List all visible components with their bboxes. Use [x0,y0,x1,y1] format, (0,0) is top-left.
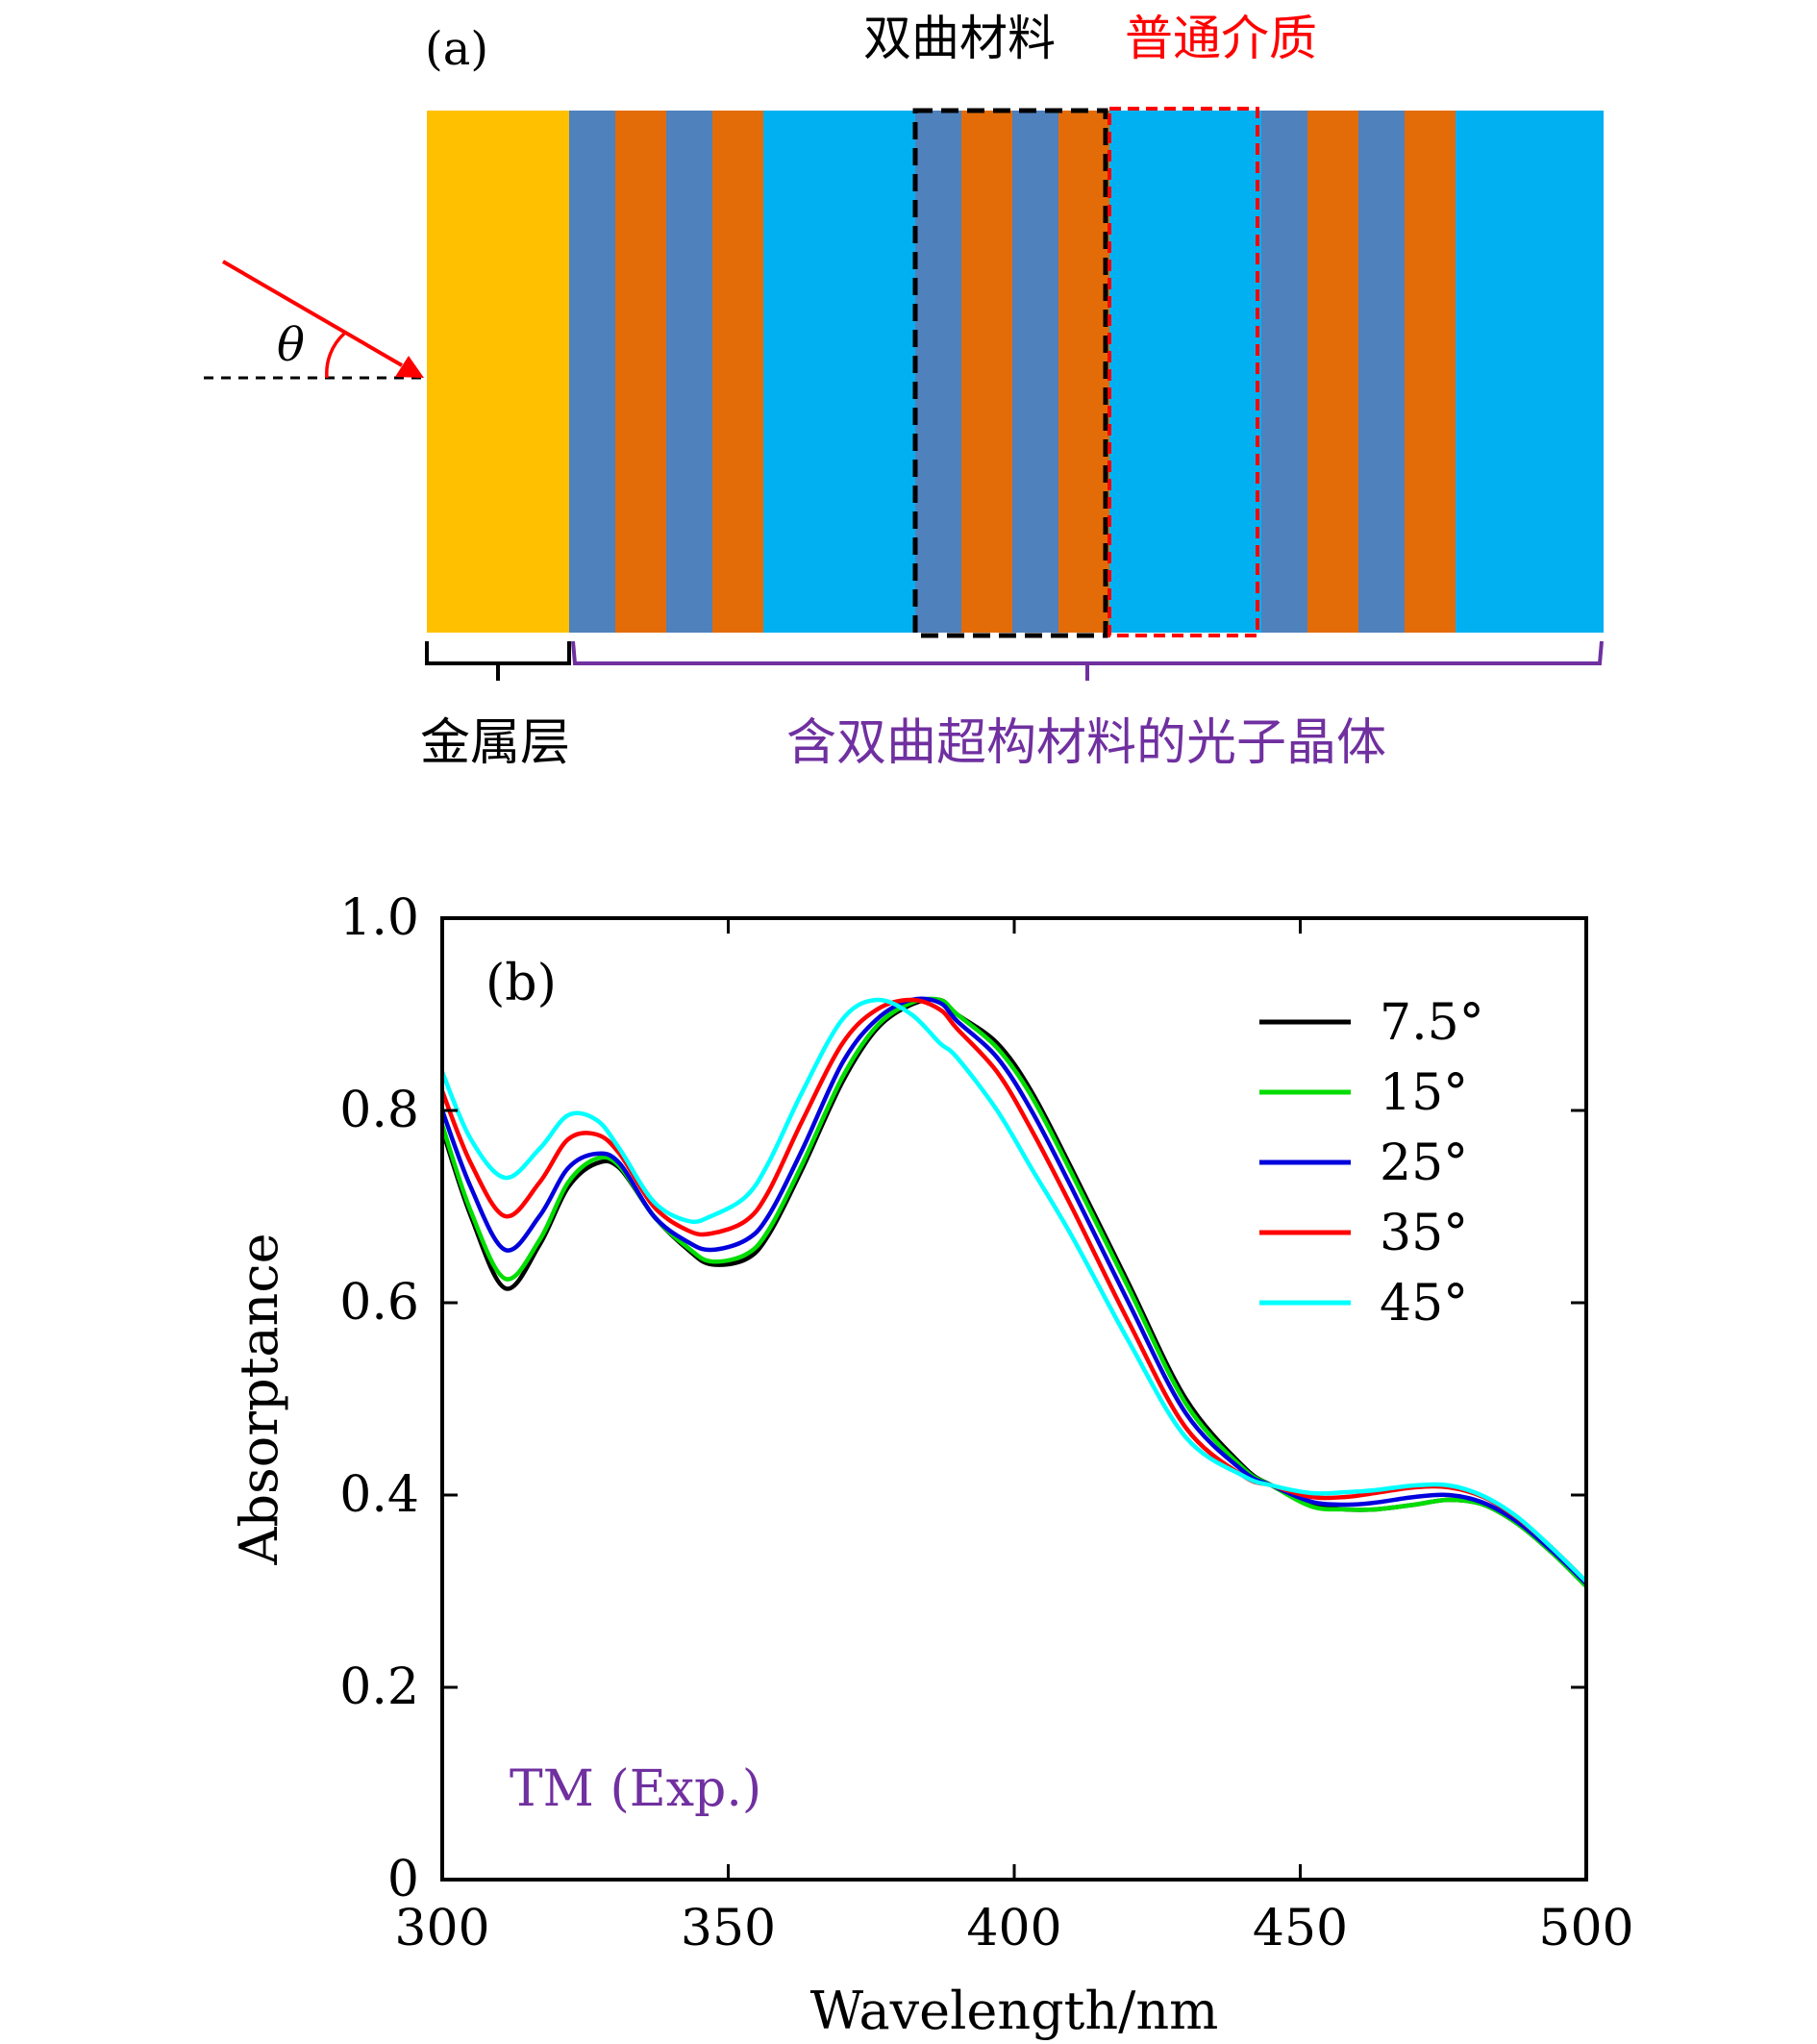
layer-stack [427,111,1604,633]
panel-a: (a) 双曲材料 普通介质 θ [204,11,1604,772]
angle-theta-label: θ [277,318,305,372]
series-line [439,997,1588,1583]
legend-entry: 35° [1380,1205,1468,1262]
hmm-sublayer [1261,111,1307,633]
hmm-sublayer [915,111,961,633]
metal-layer [427,111,569,633]
incident-ray [221,260,404,367]
photonic-crystal-label: 含双曲超构材料的光子晶体 [786,714,1386,772]
x-axis-label: Wavelength/nm [810,1981,1219,2041]
y-tick-label: 0.4 [339,1466,419,1524]
hmm-sublayer [1058,111,1109,633]
legend: 7.5° 15° 25° 35° 45° [1259,994,1484,1333]
ordinary-dashed-box [1108,107,1259,637]
metal-layer-label: 金属层 [420,714,570,772]
photonic-crystal-brace [571,640,1604,681]
series-line [439,996,1588,1585]
panel-a-label: (a) [425,22,488,76]
hmm-sublayer [666,111,712,633]
legend-entry: 15° [1380,1064,1468,1122]
hmm-sublayer [569,111,615,633]
y-tick-label: 0.6 [339,1274,419,1332]
dielectric-layer [1456,111,1604,633]
panel-b: 300 350 400 450 500 0 0.2 0.4 0.6 0.8 1.0 (b) TM (… [229,889,1634,2041]
x-tick-label: 500 [1538,1900,1633,1957]
y-axis-label: Absorptance [229,1233,289,1565]
hmm-sublayer [1307,111,1358,633]
hmm-sublayer [961,111,1012,633]
hmm-sublayer [1405,111,1456,633]
legend-ordinary-label: 普通介质 [1125,11,1317,66]
y-tick-label: 0 [387,1851,419,1908]
hmm-sublayer [1358,111,1405,633]
x-tick-label: 400 [966,1900,1061,1957]
hmm-sublayer [615,111,666,633]
hmm-sublayer [1012,111,1058,633]
y-tick-label: 0.8 [339,1082,419,1139]
x-tick-label: 350 [681,1900,776,1957]
legend-entry: 45° [1380,1275,1468,1333]
x-tick-label: 450 [1253,1900,1348,1957]
x-tick-label: 300 [394,1900,489,1957]
dielectric-layer [763,111,915,633]
series-line [439,996,1588,1588]
incident-arrowhead-icon [395,356,424,378]
angle-arc [325,332,346,379]
axis-ticks: 300 350 400 450 500 0 0.2 0.4 0.6 0.8 1.0 [339,889,1633,1957]
legend-entry: 25° [1380,1134,1468,1192]
series-line [439,997,1588,1583]
tm-annotation: TM (Exp.) [510,1760,761,1818]
legend-hyperbolic-label: 双曲材料 [863,11,1056,66]
y-tick-label: 1.0 [339,889,419,947]
curves [439,996,1588,1588]
panel-b-label: (b) [485,955,557,1012]
dielectric-layer [1109,111,1261,633]
legend-entry: 7.5° [1380,994,1484,1052]
hmm-sublayer [712,111,763,633]
hyperbolic-dashed-box [912,108,1108,638]
y-tick-label: 0.2 [339,1658,419,1716]
metal-brace [425,641,571,681]
